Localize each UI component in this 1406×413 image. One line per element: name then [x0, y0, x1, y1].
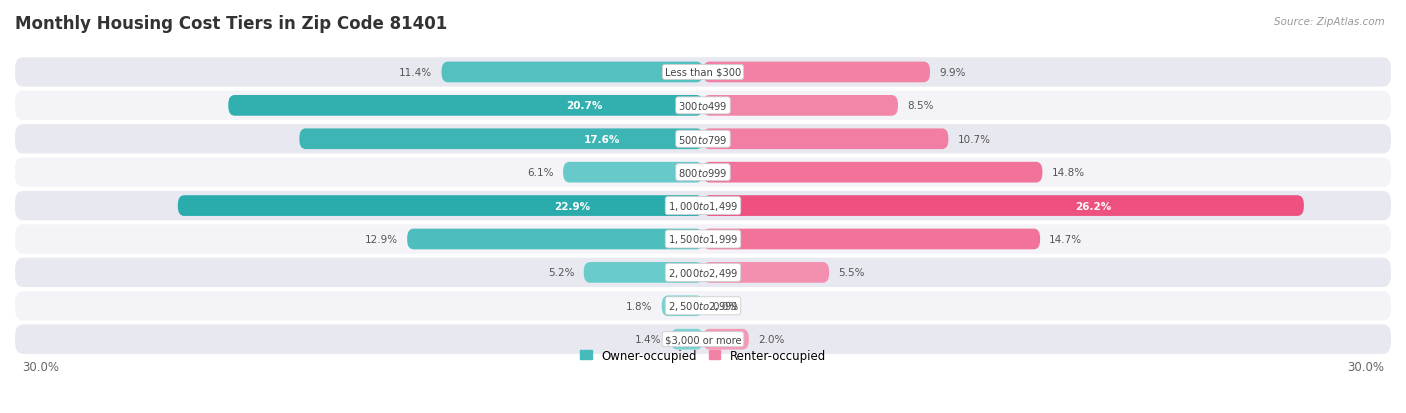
Text: $800 to $999: $800 to $999 [678, 167, 728, 179]
FancyBboxPatch shape [703, 96, 898, 116]
Text: 2.0%: 2.0% [758, 335, 785, 344]
FancyBboxPatch shape [15, 158, 1391, 188]
FancyBboxPatch shape [177, 196, 703, 216]
Text: $300 to $499: $300 to $499 [678, 100, 728, 112]
FancyBboxPatch shape [15, 58, 1391, 88]
Text: 22.9%: 22.9% [554, 201, 589, 211]
FancyBboxPatch shape [583, 262, 703, 283]
Text: 26.2%: 26.2% [1076, 201, 1112, 211]
Text: 1.8%: 1.8% [626, 301, 652, 311]
FancyBboxPatch shape [703, 262, 830, 283]
FancyBboxPatch shape [703, 329, 749, 350]
Text: $500 to $799: $500 to $799 [678, 133, 728, 145]
Text: Monthly Housing Cost Tiers in Zip Code 81401: Monthly Housing Cost Tiers in Zip Code 8… [15, 15, 447, 33]
Text: $1,500 to $1,999: $1,500 to $1,999 [668, 233, 738, 246]
FancyBboxPatch shape [703, 62, 929, 83]
FancyBboxPatch shape [662, 296, 703, 316]
Text: 10.7%: 10.7% [957, 135, 991, 145]
FancyBboxPatch shape [703, 229, 1040, 250]
FancyBboxPatch shape [15, 125, 1391, 154]
FancyBboxPatch shape [228, 96, 703, 116]
FancyBboxPatch shape [299, 129, 703, 150]
Text: $2,000 to $2,499: $2,000 to $2,499 [668, 266, 738, 279]
FancyBboxPatch shape [703, 162, 1042, 183]
Text: 20.7%: 20.7% [567, 101, 603, 111]
Text: 9.9%: 9.9% [939, 68, 966, 78]
FancyBboxPatch shape [564, 162, 703, 183]
FancyBboxPatch shape [15, 91, 1391, 121]
Text: 5.2%: 5.2% [548, 268, 575, 278]
FancyBboxPatch shape [441, 62, 703, 83]
Text: 6.1%: 6.1% [527, 168, 554, 178]
FancyBboxPatch shape [15, 191, 1391, 221]
Text: $3,000 or more: $3,000 or more [665, 335, 741, 344]
Text: 17.6%: 17.6% [583, 135, 620, 145]
Text: Less than $300: Less than $300 [665, 68, 741, 78]
Text: 14.8%: 14.8% [1052, 168, 1084, 178]
FancyBboxPatch shape [703, 196, 1303, 216]
Text: 30.0%: 30.0% [1347, 360, 1384, 373]
Legend: Owner-occupied, Renter-occupied: Owner-occupied, Renter-occupied [575, 344, 831, 367]
Text: $1,000 to $1,499: $1,000 to $1,499 [668, 199, 738, 213]
Text: 1.4%: 1.4% [636, 335, 662, 344]
FancyBboxPatch shape [15, 258, 1391, 287]
Text: Source: ZipAtlas.com: Source: ZipAtlas.com [1274, 17, 1385, 26]
Text: 5.5%: 5.5% [838, 268, 865, 278]
Text: 8.5%: 8.5% [907, 101, 934, 111]
Text: 14.7%: 14.7% [1049, 235, 1083, 244]
FancyBboxPatch shape [671, 329, 703, 350]
Text: $2,500 to $2,999: $2,500 to $2,999 [668, 299, 738, 313]
FancyBboxPatch shape [15, 325, 1391, 354]
Text: 11.4%: 11.4% [399, 68, 433, 78]
FancyBboxPatch shape [15, 225, 1391, 254]
Text: 12.9%: 12.9% [366, 235, 398, 244]
FancyBboxPatch shape [15, 292, 1391, 321]
Text: 30.0%: 30.0% [22, 360, 59, 373]
FancyBboxPatch shape [703, 129, 949, 150]
FancyBboxPatch shape [408, 229, 703, 250]
Text: 0.0%: 0.0% [713, 301, 738, 311]
